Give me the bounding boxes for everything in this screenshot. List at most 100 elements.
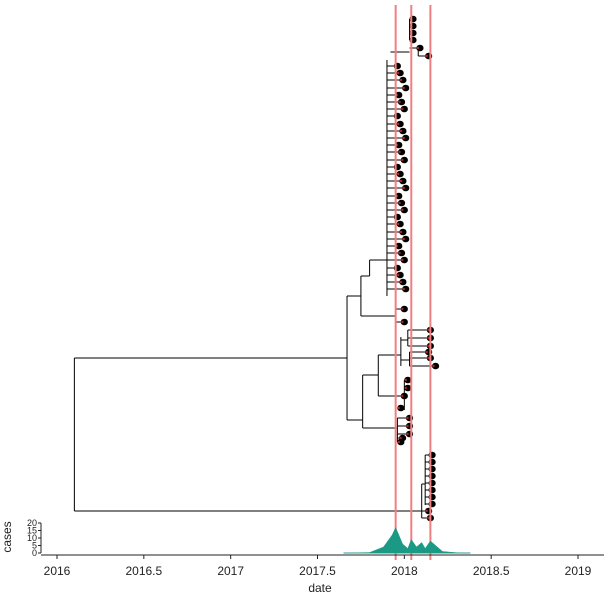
tip-point (416, 44, 424, 52)
tip-point (402, 235, 410, 243)
y-tick-label: 10 (27, 533, 37, 543)
tip-point (395, 242, 403, 250)
tip-point-accent (401, 107, 404, 111)
tip-point-accent (397, 406, 401, 410)
tip-point-accent (401, 258, 404, 262)
date-marker-lines (394, 5, 432, 560)
tip-point-accent (427, 356, 430, 360)
tip-point-accent (396, 273, 400, 277)
tip-point (399, 127, 407, 135)
tip-point (397, 148, 406, 156)
tip-point-accent (402, 287, 405, 291)
tip-point (400, 156, 408, 164)
tip-point (402, 285, 410, 293)
epicurve (343, 526, 471, 554)
tip-point-accent (399, 129, 403, 133)
tip-point-accent (398, 201, 401, 205)
tip-point-accent (432, 364, 435, 368)
tip-point (396, 271, 404, 279)
tip-point-accent (396, 222, 400, 226)
tree-tips (393, 15, 440, 522)
x-axis-label: date (308, 581, 332, 595)
tip-point-accent (402, 136, 405, 140)
tip-point (400, 256, 408, 264)
tip-point-accent (401, 208, 404, 212)
tip-point (396, 170, 404, 178)
tip-point (396, 120, 404, 128)
tip-point (397, 404, 405, 412)
x-tick-label: 2016 (44, 564, 71, 578)
tip-point (400, 206, 408, 214)
tip-point-accent (427, 336, 430, 340)
tip-point (399, 76, 407, 84)
tree-branches (73, 18, 436, 519)
tip-point-accent (398, 150, 401, 154)
tip-point-accent (396, 122, 400, 126)
tip-point (400, 305, 408, 313)
tip-point-accent (406, 432, 409, 436)
tip-point (402, 184, 410, 192)
tip-point (397, 438, 405, 446)
tip-point-accent (399, 78, 403, 82)
tip-point-accent (406, 416, 409, 420)
tip-point-accent (425, 54, 428, 58)
y-axis-label: cases (0, 521, 14, 552)
tip-point-accent (404, 378, 408, 382)
tip-point-accent (396, 71, 400, 75)
y-tick-label: 15 (27, 526, 37, 536)
tip-point (395, 141, 403, 149)
tip-point (396, 220, 404, 228)
x-tick-label: 2018.5 (473, 564, 510, 578)
tip-point-accent (399, 436, 402, 440)
y-tick-label: 5 (32, 541, 37, 551)
tip-point (399, 177, 407, 185)
x-tick-label: 2017.5 (299, 564, 336, 578)
tip-point-accent (398, 100, 401, 104)
tip-point-accent (402, 186, 405, 190)
tip-point-accent (425, 509, 428, 513)
tip-point-accent (401, 320, 404, 324)
x-tick-label: 2019 (565, 564, 592, 578)
x-tick-label: 2017 (217, 564, 244, 578)
tip-point (396, 69, 404, 77)
tip-point (399, 278, 407, 286)
tip-point-accent (404, 386, 408, 390)
tip-point-accent (427, 328, 430, 332)
tip-point (397, 98, 406, 106)
tip-point (400, 392, 408, 400)
tip-point (395, 91, 403, 99)
tip-point-accent (401, 307, 404, 311)
tip-point-accent (425, 350, 428, 354)
tip-point-accent (402, 86, 405, 90)
tip-point-accent (427, 516, 430, 520)
y-tick-label: 20 (27, 518, 37, 528)
x-axis: 2016 2016.5 2017 2017.5 2018 2018.5 2019 (41, 554, 604, 578)
tip-point (404, 384, 412, 392)
tip-point-accent (406, 424, 409, 428)
y-tick-label: 0 (32, 548, 37, 558)
tip-point-accent (399, 280, 403, 284)
tip-point-accent (399, 230, 403, 234)
tip-point (395, 192, 403, 200)
x-tick-label: 2018 (391, 564, 418, 578)
tip-point-accent (416, 46, 420, 50)
tip-point-accent (397, 440, 401, 444)
tip-point-accent (402, 237, 405, 241)
tip-point-accent (401, 394, 404, 398)
tip-point-accent (427, 344, 430, 348)
tip-point (400, 105, 408, 113)
x-tick-label: 2016.5 (125, 564, 162, 578)
epicurve-area (343, 526, 471, 554)
tip-point (431, 362, 440, 370)
tip-point (402, 134, 410, 142)
tip-point-accent (398, 251, 401, 255)
tip-point (400, 318, 408, 326)
tip-point-accent (399, 179, 403, 183)
tip-point-accent (401, 158, 404, 162)
tip-point (402, 84, 410, 92)
tip-point (397, 199, 406, 207)
tip-point (397, 249, 406, 257)
tip-point (404, 376, 412, 384)
